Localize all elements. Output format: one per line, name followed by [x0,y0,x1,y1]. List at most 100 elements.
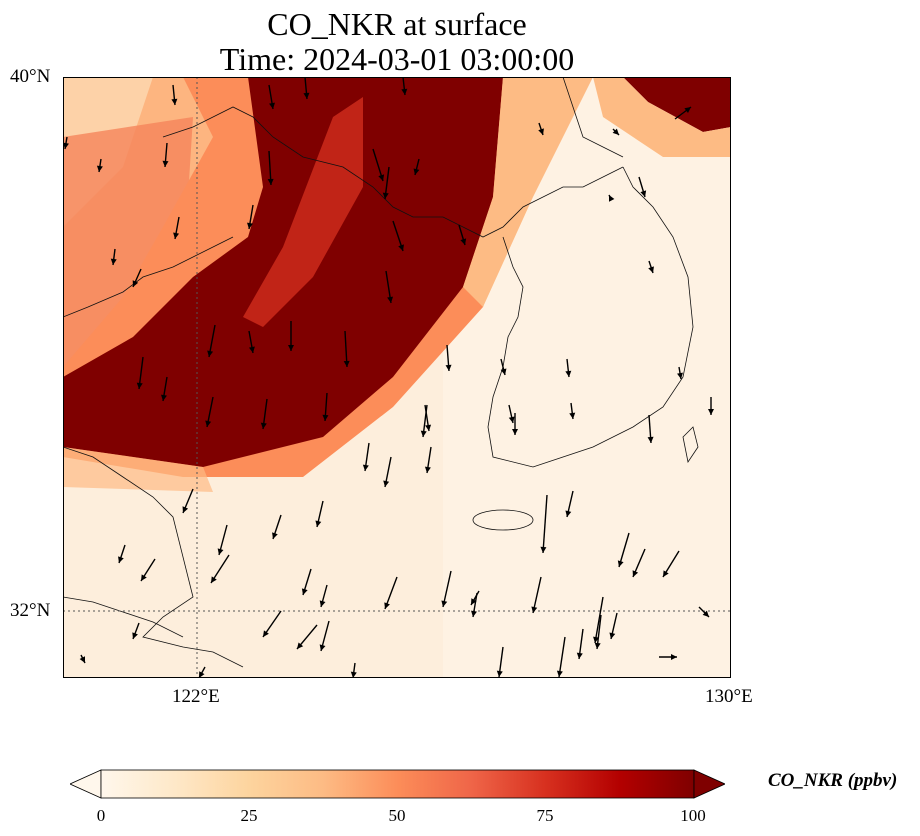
wind-arrow-head [132,632,138,639]
wind-arrow-head [141,574,147,581]
colorbar-tick-25: 25 [240,806,258,825]
coastline-yangtze [63,596,184,638]
wind-arrow-head [708,409,714,415]
wind-arrow-shaft [594,596,604,644]
map-title-line2: Time: 2024-03-01 03:00:00 [219,41,575,77]
wind-arrow-head [205,420,212,427]
wind-arrow-head [508,416,515,423]
wind-arrow-head [413,168,420,175]
wind-arrow-head [207,350,214,357]
wind-arrow-head [702,610,709,617]
wind-arrow-head [496,670,503,677]
wind-arrow-head [383,480,390,487]
wind-arrow-head [173,232,180,239]
wind-arrow-head [315,520,322,527]
coastline-liaodong [162,106,624,238]
wind-arrow-shaft [558,636,566,678]
colorbar-tick-0: 0 [96,806,106,825]
jeju-island [472,509,534,531]
wind-arrow-head [640,190,647,197]
coastline-north-korea [562,77,624,158]
wind-arrow-head [362,464,369,471]
wind-arrow-head [272,532,278,539]
map-border [63,77,731,678]
colorbar-tick-75: 75 [536,806,554,825]
wind-arrow-head [303,92,310,99]
plume-west-orange [63,117,193,387]
wind-arrow-shaft [344,330,348,368]
wind-arrow-head [211,576,217,583]
wind-arrow-head [248,346,255,353]
colorbar [69,769,726,799]
plume-south-fringe [63,447,213,492]
wind-arrow-head [609,632,616,639]
wind-arrow-head [199,671,205,678]
plume-east-edge [463,77,593,307]
colorbar-max-extend [693,769,726,799]
wind-arrow-head [297,642,304,649]
colorbar-label: CO_NKR (ppbv) [768,770,898,791]
wind-arrow-head [663,570,669,577]
wind-arrow-head [684,107,691,113]
wind-vectors [63,77,714,678]
wind-arrow-head [441,600,448,607]
coastline-korea [487,166,694,468]
wind-arrow-head [161,394,167,401]
plume-northeast-edge [593,77,731,157]
wind-arrow-head [609,195,615,202]
wind-arrow-head [565,510,572,517]
lat-tick-32N: 32°N [10,600,51,621]
wind-arrow-head [63,142,69,149]
wind-arrow-head [647,436,654,443]
wind-arrow-head [677,372,683,379]
wind-arrow-head [594,642,601,649]
wind-arrow-head [118,556,124,563]
wind-arrow-head [110,258,117,265]
wind-arrow-head [424,466,431,473]
wind-arrow-head [387,296,394,303]
map-title-line1: CO_NKR at surface [267,6,527,42]
wind-arrow-head [217,548,224,555]
wind-arrow-head [182,506,189,513]
wind-arrow-head [648,266,654,273]
wind-arrow-head [343,360,350,367]
wind-arrow-head [401,88,408,95]
wind-arrow-head [319,644,326,651]
wind-arrow-head [671,654,677,660]
wind-arrow-head [301,588,308,595]
wind-arrow-head [269,102,275,109]
wind-arrow-head [612,128,619,135]
plume-streak [243,97,363,327]
wind-arrow-head [617,560,624,567]
plume-northeast [623,77,731,132]
colorbar-tick-100: 100 [680,806,706,825]
wind-arrow-head [460,238,467,245]
wind-arrow-head [378,174,385,181]
co-concentration-map [63,77,731,678]
wind-arrow-head [288,345,294,351]
wind-arrow-head [576,652,583,659]
wind-arrow-shaft [542,494,548,554]
wind-arrow-head [425,424,432,431]
map-panel [63,77,731,678]
wind-arrow-head [632,570,639,577]
wind-arrow-head [384,602,390,609]
wind-arrow-shaft [532,576,542,614]
wind-arrow-head [267,178,274,185]
coastlines [63,77,699,668]
wind-arrow-head [171,98,178,105]
tsushima-island [682,426,699,464]
wind-arrow-head [531,606,538,613]
wind-arrow-head [319,600,326,607]
coastline-shandong [63,236,234,318]
colorbar-gradient [100,769,695,799]
lat-tick-40N: 40°N [10,66,51,87]
wind-arrow-head [350,671,357,678]
wind-arrow-head [556,670,563,677]
wind-arrow-head [569,412,576,419]
wind-arrow-shaft [442,570,452,608]
wind-arrow-head [540,546,547,553]
wind-arrow-head [398,244,404,251]
wind-arrow-head [500,368,507,375]
lon-tick-130E: 130°E [705,686,753,707]
